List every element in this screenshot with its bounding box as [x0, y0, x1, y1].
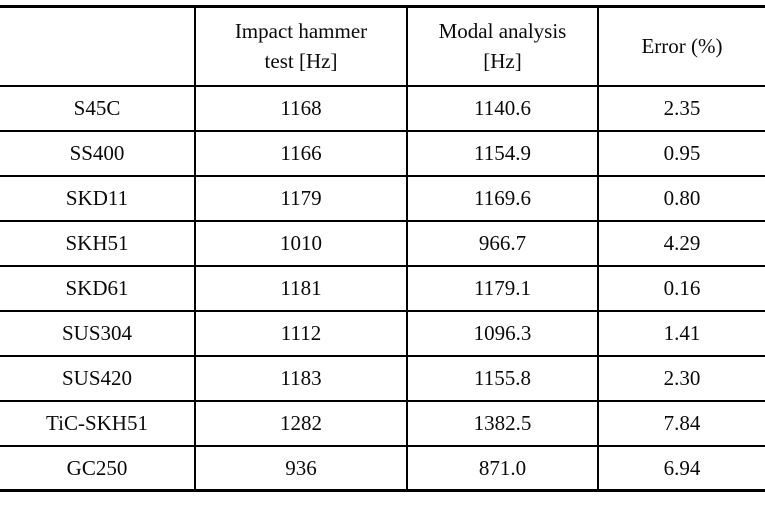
material-cell: TiC-SKH51 [0, 399, 195, 446]
value-cell: 1155.8 [406, 354, 598, 401]
value-cell: 936 [194, 444, 407, 491]
value-cell: 2.35 [597, 84, 765, 131]
material-cell: SKD11 [0, 174, 195, 221]
table-row: GC250 936 871.0 6.94 [0, 444, 765, 491]
table-header-row: Impact hammer test [Hz] Modal analysis [H… [0, 6, 765, 86]
table-row: SKD61 1181 1179.1 0.16 [0, 264, 765, 311]
value-cell: 4.29 [597, 219, 765, 266]
value-cell: 0.16 [597, 264, 765, 311]
column-header: Modal analysis [Hz] [406, 6, 598, 86]
value-cell: 1169.6 [406, 174, 598, 221]
table-row: S45C 1168 1140.6 2.35 [0, 84, 765, 131]
material-cell: SUS420 [0, 354, 195, 401]
material-cell: SS400 [0, 129, 195, 176]
value-cell: 1166 [194, 129, 407, 176]
table-row: SKH51 1010 966.7 4.29 [0, 219, 765, 266]
value-cell: 0.80 [597, 174, 765, 221]
material-cell: GC250 [0, 444, 195, 491]
frequency-comparison-table: Impact hammer test [Hz] Modal analysis [H… [0, 5, 765, 492]
value-cell: 966.7 [406, 219, 598, 266]
value-cell: 1382.5 [406, 399, 598, 446]
value-cell: 1096.3 [406, 309, 598, 356]
value-cell: 1183 [194, 354, 407, 401]
value-cell: 1010 [194, 219, 407, 266]
value-cell: 1112 [194, 309, 407, 356]
table-row: SKD11 1179 1169.6 0.80 [0, 174, 765, 221]
material-cell: SKH51 [0, 219, 195, 266]
value-cell: 1154.9 [406, 129, 598, 176]
value-cell: 1140.6 [406, 84, 598, 131]
material-cell: S45C [0, 84, 195, 131]
value-cell: 871.0 [406, 444, 598, 491]
material-cell: SUS304 [0, 309, 195, 356]
value-cell: 2.30 [597, 354, 765, 401]
table-row: SS400 1166 1154.9 0.95 [0, 129, 765, 176]
value-cell: 1168 [194, 84, 407, 131]
column-header: Error (%) [597, 6, 765, 86]
value-cell: 1282 [194, 399, 407, 446]
value-cell: 6.94 [597, 444, 765, 491]
value-cell: 0.95 [597, 129, 765, 176]
table-row: TiC-SKH51 1282 1382.5 7.84 [0, 399, 765, 446]
value-cell: 1181 [194, 264, 407, 311]
column-header: Impact hammer test [Hz] [194, 6, 407, 86]
material-column-header [0, 6, 195, 86]
table-row: SUS304 1112 1096.3 1.41 [0, 309, 765, 356]
material-cell: SKD61 [0, 264, 195, 311]
table-row: SUS420 1183 1155.8 2.30 [0, 354, 765, 401]
value-cell: 1.41 [597, 309, 765, 356]
value-cell: 7.84 [597, 399, 765, 446]
value-cell: 1179.1 [406, 264, 598, 311]
value-cell: 1179 [194, 174, 407, 221]
